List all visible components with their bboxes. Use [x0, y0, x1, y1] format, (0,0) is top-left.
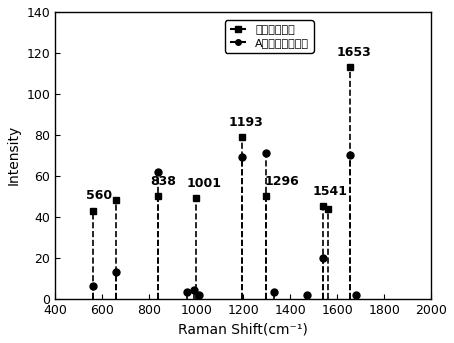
- Text: 1653: 1653: [337, 46, 371, 59]
- Text: 1001: 1001: [187, 177, 222, 190]
- Legend: 百草枯标准品, A品牌除草快农药: 百草枯标准品, A品牌除草快农药: [225, 20, 314, 52]
- X-axis label: Raman Shift(cm⁻¹): Raman Shift(cm⁻¹): [178, 322, 308, 336]
- Text: 1541: 1541: [313, 185, 348, 198]
- Y-axis label: Intensity: Intensity: [7, 125, 21, 186]
- Text: 560: 560: [86, 189, 112, 202]
- Text: 1193: 1193: [229, 116, 263, 129]
- Text: 1296: 1296: [265, 175, 299, 188]
- Text: 838: 838: [150, 175, 176, 188]
